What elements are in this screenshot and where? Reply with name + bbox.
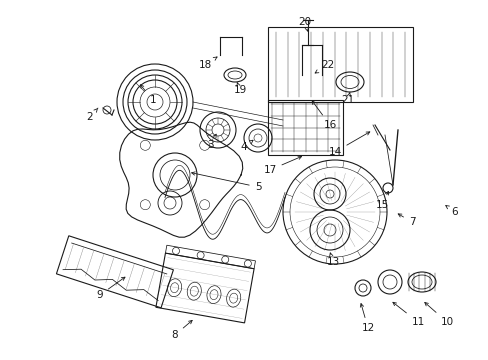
Text: 14: 14 bbox=[328, 132, 369, 157]
Text: 5: 5 bbox=[191, 172, 261, 192]
Text: 19: 19 bbox=[233, 82, 246, 95]
Text: 21: 21 bbox=[341, 92, 354, 105]
Text: 1: 1 bbox=[140, 85, 156, 105]
Text: 2: 2 bbox=[86, 108, 98, 122]
Text: 11: 11 bbox=[392, 302, 424, 327]
Text: 15: 15 bbox=[375, 192, 388, 210]
Bar bbox=[267, 27, 412, 102]
Text: 3: 3 bbox=[206, 134, 216, 150]
Text: 8: 8 bbox=[171, 320, 192, 340]
Text: 4: 4 bbox=[240, 140, 252, 152]
Bar bbox=[267, 100, 342, 155]
Text: 7: 7 bbox=[397, 214, 414, 227]
Text: 18: 18 bbox=[198, 57, 217, 70]
Text: 20: 20 bbox=[298, 17, 311, 31]
Text: 17: 17 bbox=[263, 156, 301, 175]
Text: 22: 22 bbox=[314, 60, 334, 73]
Text: 12: 12 bbox=[360, 303, 374, 333]
Text: 9: 9 bbox=[97, 277, 125, 300]
Text: 10: 10 bbox=[424, 302, 453, 327]
Text: 13: 13 bbox=[325, 253, 339, 267]
Text: 6: 6 bbox=[445, 206, 457, 217]
Text: 16: 16 bbox=[311, 101, 336, 130]
